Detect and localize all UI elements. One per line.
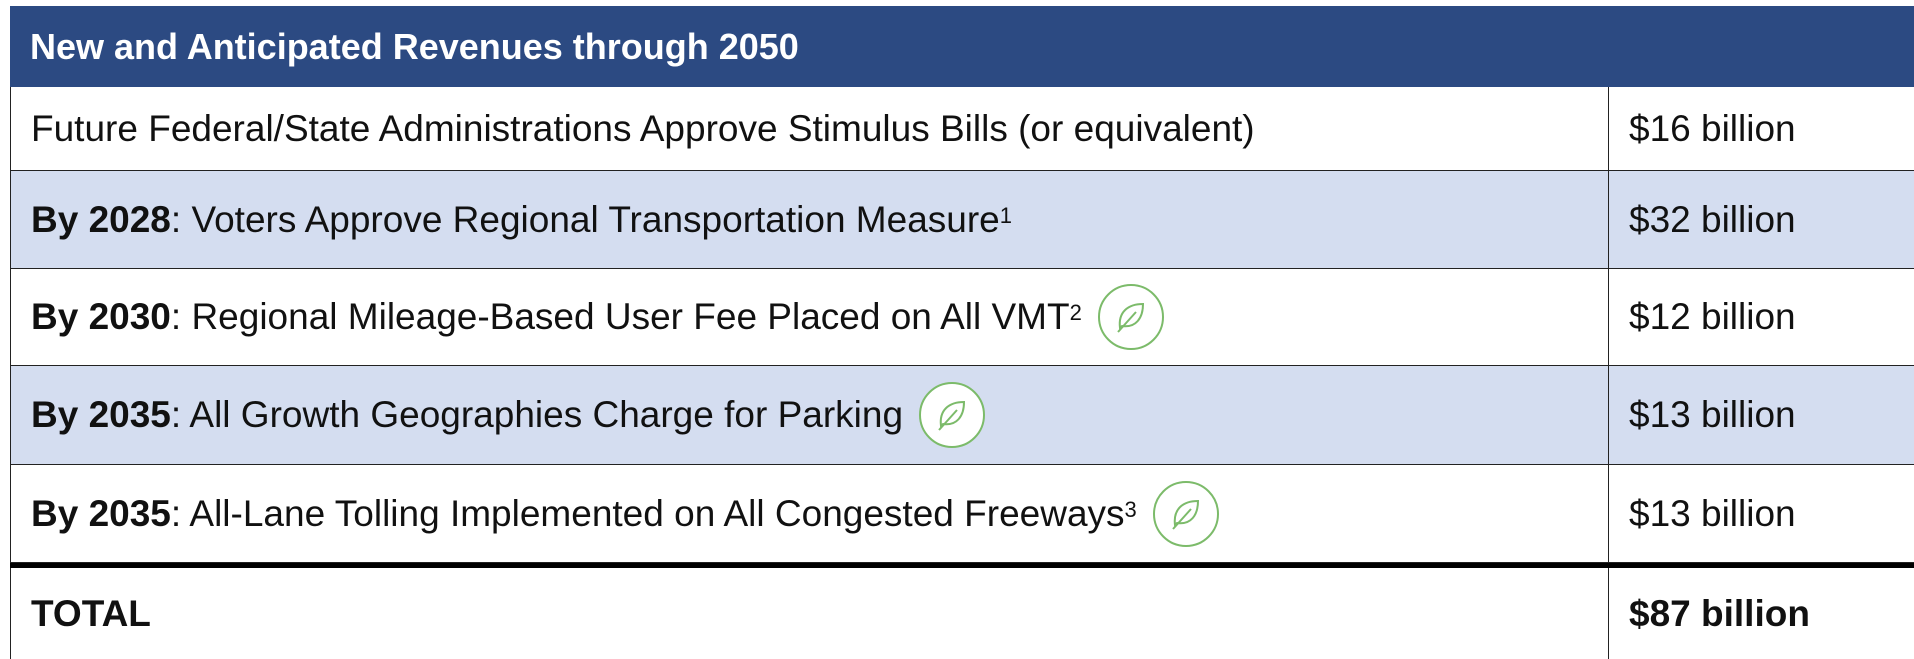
row-lead: By 2028 xyxy=(31,198,171,240)
total-row: TOTAL $87 billion xyxy=(10,563,1914,659)
leaf-icon xyxy=(1097,284,1164,350)
row-text: : All Growth Geographies Charge for Park… xyxy=(170,394,904,435)
table-row: By 2035: All Growth Geographies Charge f… xyxy=(10,366,1914,465)
row-text: : Voters Approve Regional Transportation… xyxy=(170,198,1000,240)
row-amount: $16 billion xyxy=(1629,107,1796,149)
table-row: By 2028: Voters Approve Regional Transpo… xyxy=(10,171,1914,269)
table-title: New and Anticipated Revenues through 205… xyxy=(10,6,1914,87)
row-amount: $32 billion xyxy=(1629,198,1796,240)
row-label: By 2030: Regional Mileage-Based User Fee… xyxy=(10,269,1609,365)
row-label: By 2028: Voters Approve Regional Transpo… xyxy=(10,171,1609,268)
leaf-icon xyxy=(919,382,986,448)
total-label: TOTAL xyxy=(10,568,1609,659)
row-label: By 2035: All-Lane Tolling Implemented on… xyxy=(10,465,1609,562)
row-lead: By 2035 xyxy=(31,394,171,435)
table-row: By 2035: All-Lane Tolling Implemented on… xyxy=(10,465,1914,563)
row-amount: $12 billion xyxy=(1629,296,1796,337)
total-amount: $87 billion xyxy=(1629,592,1810,634)
row-lead: By 2030 xyxy=(31,296,171,337)
revenue-table: New and Anticipated Revenues through 205… xyxy=(10,6,1914,659)
row-amount: $13 billion xyxy=(1629,492,1796,534)
row-amount: $13 billion xyxy=(1629,394,1796,435)
leaf-icon xyxy=(1152,480,1219,547)
row-text: Future Federal/State Administrations App… xyxy=(31,107,1255,149)
table-row: By 2030: Regional Mileage-Based User Fee… xyxy=(10,269,1914,366)
row-lead: By 2035 xyxy=(31,492,171,534)
footnote-ref: 3 xyxy=(1124,496,1137,522)
footnote-ref: 2 xyxy=(1069,300,1082,325)
footnote-ref: 1 xyxy=(999,202,1013,228)
row-label: By 2035: All Growth Geographies Charge f… xyxy=(10,366,1609,464)
table-row: Future Federal/State Administrations App… xyxy=(10,87,1914,171)
row-label: Future Federal/State Administrations App… xyxy=(10,87,1609,170)
row-text: : All-Lane Tolling Implemented on All Co… xyxy=(170,492,1125,534)
row-text: : Regional Mileage-Based User Fee Placed… xyxy=(170,296,1070,337)
